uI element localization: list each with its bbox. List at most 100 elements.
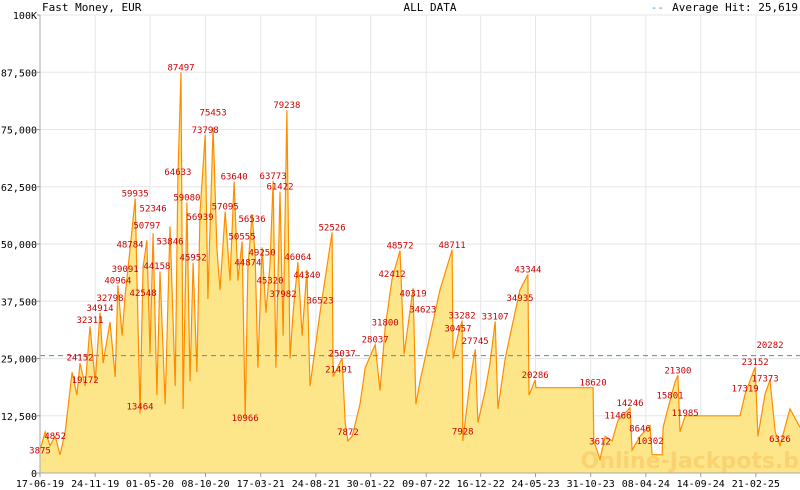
data-label: 21300 [664,366,691,376]
watermark: Online-Jackpots.biz [581,449,800,474]
x-tick-label: 24-05-23 [511,479,559,490]
data-label: 21491 [325,366,352,376]
data-label: 40319 [400,289,427,299]
data-label: 18620 [580,379,607,389]
data-label: 45320 [256,276,283,286]
data-label: 37982 [270,290,297,300]
x-tick-label: 17-06-19 [16,479,64,490]
data-label: 63640 [221,173,248,183]
data-label: 24152 [66,353,93,363]
data-label: 64633 [164,168,191,178]
x-tick-label: 31-10-23 [567,479,615,490]
y-tick-label: 25,000 [1,355,37,366]
x-tick-label: 17-03-21 [237,479,285,490]
average-legend-dash: -- [651,1,664,14]
y-tick-label: 75,000 [1,126,37,137]
data-label: 45952 [180,254,207,264]
x-tick-label: 24-11-19 [71,479,119,490]
data-label: 10302 [636,437,663,447]
data-label: 30457 [444,325,471,335]
y-tick-label: 0 [31,469,37,480]
data-label: 61422 [266,183,293,193]
x-tick-label: 21-02-25 [732,479,780,490]
data-label: 19172 [72,376,99,386]
data-label: 36523 [306,297,333,307]
data-label: 10966 [232,414,259,424]
data-label: 46064 [284,253,311,263]
data-label: 75453 [200,108,227,118]
x-tick-label: 09-07-22 [402,479,450,490]
x-tick-label: 16-12-22 [457,479,505,490]
data-label: 11985 [672,409,699,419]
data-label: 48784 [116,241,143,251]
data-label: 52346 [140,204,167,214]
data-label: 48711 [439,241,466,251]
data-label: 6326 [769,435,791,445]
y-tick-label: 87,500 [1,68,37,79]
data-label: 11466 [604,411,631,421]
chart-subtitle: ALL DATA [404,1,457,14]
x-tick-label: 08-04-24 [622,479,670,490]
data-label: 56536 [239,215,266,225]
data-label: 20282 [756,341,783,351]
data-label: 23152 [742,358,769,368]
data-label: 63773 [260,172,287,182]
jackpot-line [39,72,800,462]
data-label: 56939 [186,213,213,223]
data-labels: 3875485219172241523231134914327984096439… [29,63,791,456]
data-label: 42412 [379,270,406,280]
data-label: 14246 [616,399,643,409]
x-tick-label: 14-09-24 [677,479,725,490]
data-label: 7872 [337,428,359,438]
data-label: 44158 [143,262,170,272]
data-label: 87497 [167,63,194,73]
data-label: 42548 [130,289,157,299]
data-label: 73798 [192,126,219,136]
data-label: 34935 [506,294,533,304]
y-tick-label: 62,500 [1,183,37,194]
data-label: 13464 [126,402,153,412]
data-label: 25037 [329,349,356,359]
data-label: 17373 [752,374,779,384]
data-label: 27745 [462,337,489,347]
data-label: 32798 [96,294,123,304]
data-label: 44874 [234,258,261,268]
data-label: 43344 [514,265,541,275]
axes: 0 12,500 25,000 37,500 50,000 62,500 75,000 87,… [1,11,800,490]
y-tick-label: 37,500 [1,297,37,308]
data-label: 79238 [273,101,300,111]
average-legend-label: Average Hit: 25,619 [672,1,798,14]
data-label: 48572 [386,242,413,252]
data-label: 53846 [156,237,183,247]
y-tick-label: 100K [13,11,37,22]
data-label: 32311 [76,316,103,326]
x-tick-label: 01-05-20 [126,479,174,490]
x-tick-label: 30-01-22 [347,479,395,490]
data-label: 40964 [104,276,131,286]
data-label: 31800 [372,318,399,328]
data-label: 33107 [482,312,509,322]
chart-title: Fast Money, EUR [42,1,142,14]
data-label: 44340 [293,271,320,281]
data-label: 50797 [133,221,160,231]
y-tick-label: 50,000 [1,240,37,251]
data-label: 34623 [409,305,436,315]
data-label: 52526 [319,223,346,233]
data-label: 20286 [522,371,549,381]
data-label: 39091 [112,265,139,275]
data-label: 7928 [452,428,474,438]
data-label: 59935 [122,189,149,199]
data-label: 8646 [629,424,651,434]
data-label: 33282 [449,312,476,322]
data-label: 28037 [362,336,389,346]
data-label: 4852 [44,432,66,442]
y-tick-label: 12,500 [1,412,37,423]
x-tick-label: 24-08-21 [292,479,340,490]
data-label: 3612 [589,437,611,447]
jackpot-area [40,72,800,474]
data-label: 15801 [656,392,683,402]
data-label: 57095 [212,203,239,213]
data-label: 17319 [732,385,759,395]
data-label: 59080 [173,193,200,203]
